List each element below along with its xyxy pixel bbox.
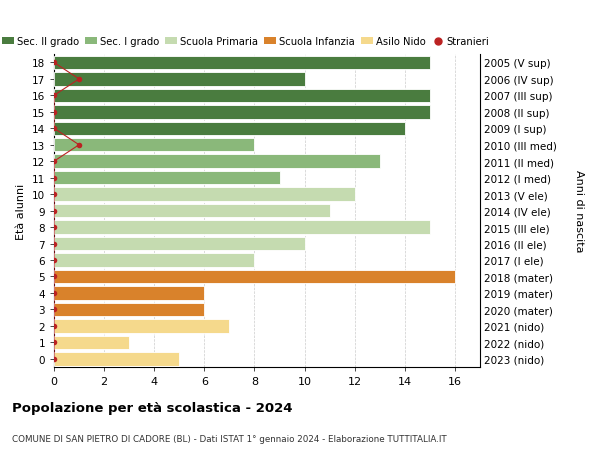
Y-axis label: Età alunni: Età alunni <box>16 183 26 239</box>
Bar <box>54 73 305 86</box>
Legend: Sec. II grado, Sec. I grado, Scuola Primaria, Scuola Infanzia, Asilo Nido, Stran: Sec. II grado, Sec. I grado, Scuola Prim… <box>2 37 490 47</box>
Text: COMUNE DI SAN PIETRO DI CADORE (BL) - Dati ISTAT 1° gennaio 2024 - Elaborazione : COMUNE DI SAN PIETRO DI CADORE (BL) - Da… <box>12 434 447 443</box>
Bar <box>54 122 405 136</box>
Bar <box>54 90 430 103</box>
Bar <box>54 352 179 366</box>
Bar <box>54 319 229 333</box>
Bar <box>54 155 380 168</box>
Text: Popolazione per età scolastica - 2024: Popolazione per età scolastica - 2024 <box>12 402 293 414</box>
Bar <box>54 237 305 251</box>
Bar <box>54 303 205 316</box>
Bar <box>54 254 254 267</box>
Bar <box>54 188 355 202</box>
Bar <box>54 172 280 185</box>
Bar <box>54 139 254 152</box>
Bar <box>54 336 129 349</box>
Bar <box>54 106 430 119</box>
Bar <box>54 56 430 70</box>
Bar <box>54 204 329 218</box>
Bar <box>54 286 205 300</box>
Y-axis label: Anni di nascita: Anni di nascita <box>574 170 584 252</box>
Bar <box>54 270 455 284</box>
Bar <box>54 221 430 234</box>
